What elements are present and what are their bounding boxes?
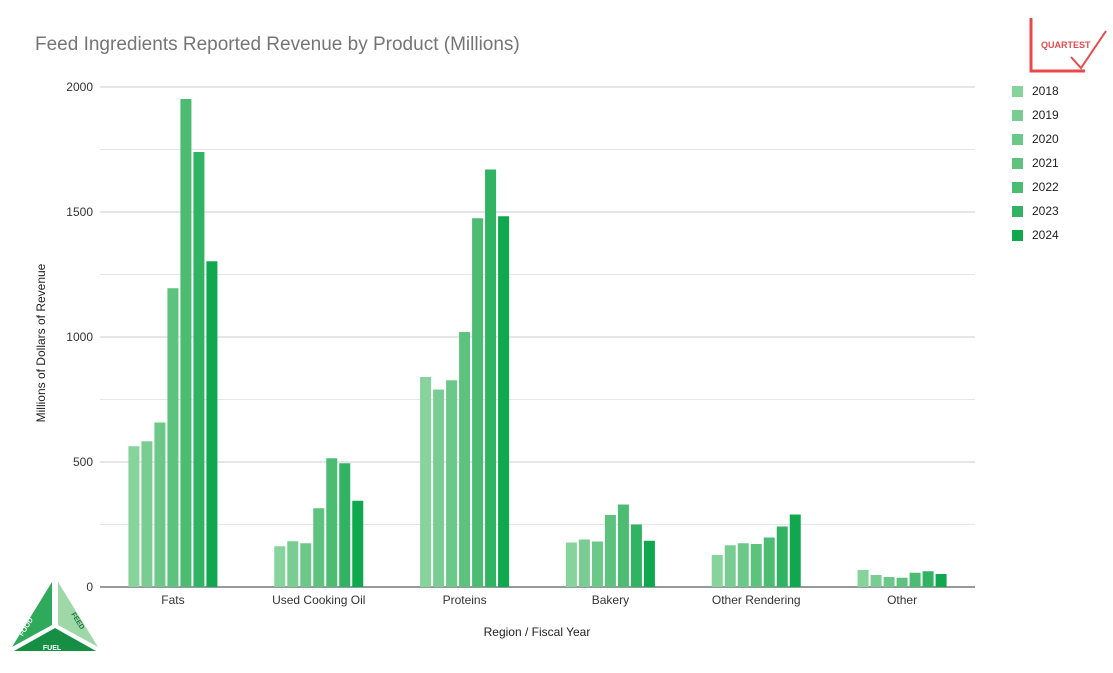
bar	[300, 543, 312, 587]
bar	[724, 545, 736, 587]
bar	[498, 216, 510, 587]
bar	[193, 152, 205, 587]
bar	[459, 332, 471, 587]
legend: 2018 2019 2020 2021 2022 2023 2024	[1012, 79, 1059, 247]
legend-label: 2018	[1032, 84, 1059, 98]
bar	[287, 541, 299, 587]
badge-fuel-text: FUEL	[43, 645, 62, 652]
x-tick-label: Other Rendering	[712, 593, 801, 607]
y-axis-ticks: 0 500 1000 1500 2000	[66, 80, 93, 594]
legend-item: 2022	[1012, 175, 1059, 199]
legend-swatch	[1012, 205, 1023, 217]
bar	[485, 169, 497, 587]
legend-item: 2024	[1012, 223, 1059, 247]
bar	[433, 389, 445, 587]
legend-label: 2022	[1032, 180, 1059, 194]
x-tick-label: Proteins	[443, 593, 487, 607]
bar	[750, 544, 762, 587]
bar	[763, 537, 775, 587]
chart-title: Feed Ingredients Reported Revenue by Pro…	[35, 34, 520, 55]
bar	[711, 555, 723, 587]
legend-label: 2019	[1032, 108, 1059, 122]
legend-swatch	[1012, 157, 1023, 169]
legend-swatch	[1012, 133, 1023, 145]
y-tick-label: 2000	[66, 80, 93, 94]
bar	[896, 577, 908, 587]
legend-item: 2020	[1012, 127, 1059, 151]
x-axis-title: Region / Fiscal Year	[484, 625, 591, 639]
bar	[206, 261, 218, 587]
legend-swatch	[1012, 229, 1023, 241]
quartest-logo: QUARTEST	[1029, 18, 1107, 73]
bar	[643, 540, 655, 587]
bar	[604, 515, 616, 587]
bar	[935, 574, 947, 587]
legend-swatch	[1012, 181, 1023, 193]
x-tick-label: Fats	[161, 593, 184, 607]
bar	[420, 377, 432, 587]
y-tick-label: 0	[86, 580, 93, 594]
x-axis-ticks: Fats Used Cooking Oil Proteins Bakery Other …	[161, 593, 917, 607]
bar	[578, 539, 590, 587]
legend-label: 2023	[1032, 204, 1059, 218]
legend-item: 2023	[1012, 199, 1059, 223]
bar	[737, 543, 749, 587]
bar	[922, 571, 934, 587]
bar	[352, 500, 364, 587]
x-tick-label: Used Cooking Oil	[272, 593, 365, 607]
y-tick-label: 1500	[66, 205, 93, 219]
y-tick-label: 1000	[66, 330, 93, 344]
bar	[630, 524, 642, 587]
food-feed-fuel-logo: FOOD FEED FUEL	[10, 577, 100, 652]
x-tick-label: Bakery	[592, 593, 629, 607]
legend-item: 2021	[1012, 151, 1059, 175]
legend-item: 2018	[1012, 79, 1059, 103]
bar	[789, 514, 801, 587]
bar	[472, 218, 484, 587]
x-tick-label: Other	[887, 593, 917, 607]
legend-label: 2020	[1032, 132, 1059, 146]
bar	[274, 546, 286, 587]
bar	[326, 458, 338, 587]
bar	[617, 504, 629, 587]
bar	[857, 570, 869, 587]
quartest-logo-text: QUARTEST	[1041, 40, 1091, 50]
bar	[446, 380, 458, 587]
y-tick-label: 500	[73, 455, 93, 469]
bar	[565, 542, 577, 587]
legend-swatch	[1012, 109, 1023, 121]
y-axis-title: Millions of Dollars of Revenue	[34, 263, 48, 422]
legend-label: 2021	[1032, 156, 1059, 170]
bar	[776, 526, 788, 587]
gridlines	[100, 86, 975, 588]
bar	[167, 288, 179, 587]
bar	[154, 422, 166, 587]
bar	[909, 572, 921, 587]
bars	[128, 99, 947, 587]
bar	[339, 463, 351, 587]
bar	[591, 541, 603, 587]
bar	[180, 99, 192, 587]
bar	[883, 577, 895, 587]
legend-label: 2024	[1032, 228, 1059, 242]
legend-item: 2019	[1012, 103, 1059, 127]
bar	[141, 441, 153, 587]
bar	[313, 508, 325, 587]
bar	[870, 575, 882, 587]
legend-swatch	[1012, 85, 1023, 97]
bar	[128, 446, 140, 587]
